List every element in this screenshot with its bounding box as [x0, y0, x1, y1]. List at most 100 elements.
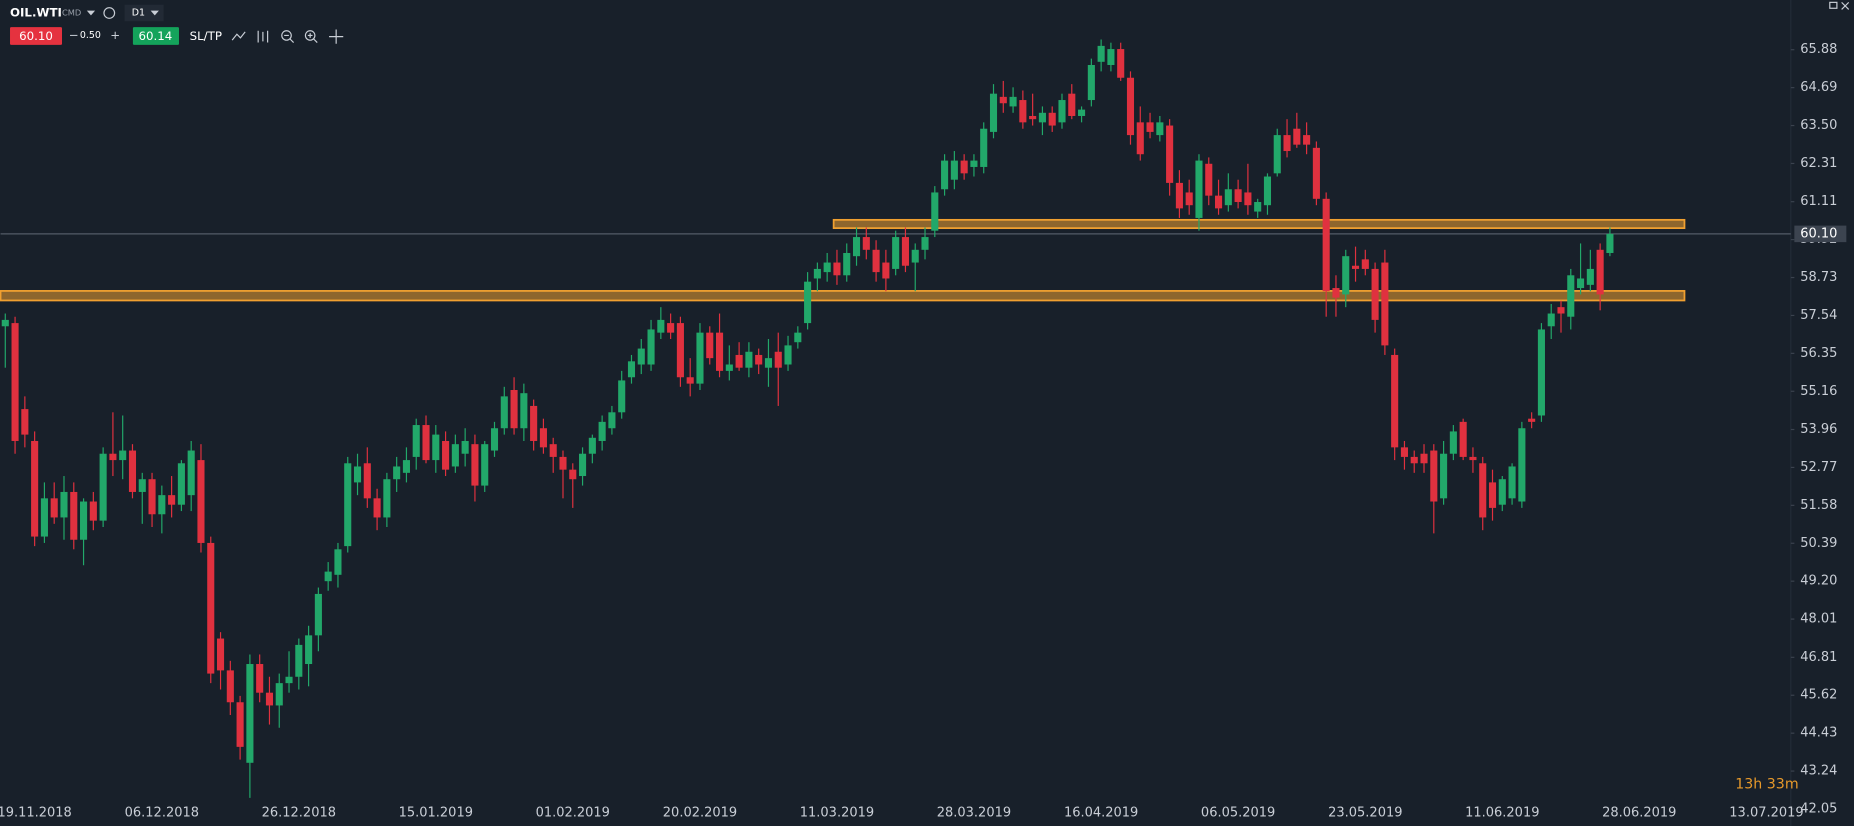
candle-body [1547, 313, 1555, 327]
x-tick-label: 28.03.2019 [937, 806, 1011, 821]
candle-body [295, 644, 303, 677]
candle-body [1263, 176, 1272, 206]
candle-body [1528, 418, 1536, 422]
y-tick-label: 65.88 [1800, 42, 1837, 57]
candle-body [1312, 147, 1320, 199]
candle-body [608, 412, 616, 429]
candle-body [99, 453, 107, 521]
candle-body [1, 319, 9, 327]
candle-body [941, 160, 949, 190]
zoom-out-icon[interactable] [281, 30, 292, 41]
candle-body [216, 638, 225, 671]
dropdown-arrow[interactable] [150, 10, 159, 16]
x-tick-label: 11.03.2019 [800, 806, 874, 821]
candle-body [794, 332, 802, 343]
candle-body [980, 128, 988, 167]
candle-body [833, 262, 841, 276]
symbol[interactable]: OIL.WTI [10, 5, 62, 19]
candle-body [1322, 198, 1330, 292]
candle-body [207, 542, 215, 674]
y-tick-label: 57.54 [1800, 308, 1837, 323]
candle-body [11, 323, 19, 441]
y-tick-label: 55.16 [1800, 384, 1837, 399]
line-tool-icon[interactable] [231, 31, 246, 41]
y-tick-label: 64.69 [1800, 80, 1837, 95]
candle-body [549, 444, 557, 457]
candle-body [265, 692, 274, 706]
candle-body [637, 348, 645, 365]
buy-price[interactable]: 60.14 [138, 29, 172, 43]
volume-minus[interactable]: − [69, 28, 79, 42]
candle-body [353, 466, 362, 483]
candle-body [1166, 125, 1174, 183]
sltp-button[interactable]: SL/TP [190, 29, 222, 43]
candle-body [471, 444, 479, 486]
candle-body [344, 463, 352, 547]
candle-body [373, 498, 381, 518]
candle-body [1488, 482, 1497, 508]
y-tick-label: 52.77 [1800, 460, 1837, 475]
candle-body [667, 323, 675, 333]
candle-body [1303, 135, 1311, 145]
timeframe[interactable]: D1 [132, 7, 145, 18]
candle-body [1038, 112, 1046, 123]
zoom-in-icon[interactable] [304, 30, 316, 41]
candle-body [1009, 96, 1017, 107]
timeframe-box[interactable] [124, 4, 164, 22]
candle-body [1293, 128, 1301, 145]
indicator-icon[interactable] [257, 30, 269, 43]
candle-body [676, 323, 684, 378]
sell-button[interactable] [10, 27, 63, 45]
candle-body [334, 549, 342, 575]
x-tick-label: 06.05.2019 [1201, 806, 1275, 821]
candle-body [168, 495, 176, 505]
candle-body [520, 393, 528, 429]
candle-body [588, 437, 596, 454]
candle-body [60, 491, 68, 518]
y-tick-label: 58.73 [1800, 270, 1837, 285]
candle-body [569, 469, 577, 480]
sell-price[interactable]: 60.10 [19, 29, 53, 43]
y-tick-label: 61.11 [1800, 194, 1837, 209]
crosshair-icon[interactable] [329, 29, 344, 44]
market: CMD [62, 7, 81, 17]
dropdown-arrow[interactable] [86, 10, 96, 16]
candle-body [1136, 122, 1144, 155]
candle-body [892, 237, 900, 269]
candle-body [1175, 182, 1183, 209]
volume-plus[interactable]: + [110, 28, 120, 42]
candle-body [647, 329, 655, 365]
y-tick-label: 56.35 [1800, 346, 1837, 361]
candle-body [530, 405, 538, 441]
candle-body [305, 635, 313, 665]
window-restore-icon[interactable] [1829, 1, 1838, 9]
candle-body [393, 466, 401, 480]
zoom-in-glyph [307, 33, 318, 43]
candle-body [481, 444, 489, 486]
candle-body [1215, 195, 1223, 209]
candle-body [177, 463, 185, 505]
candle-body [1606, 233, 1614, 253]
candle-body [657, 319, 665, 333]
close-icon[interactable] [1841, 1, 1850, 10]
candle-body [412, 425, 420, 457]
x-tick-label: 15.01.2019 [399, 806, 473, 821]
candle-body [1400, 447, 1408, 457]
candle-body [970, 160, 978, 167]
volume[interactable]: 0.50 [80, 30, 101, 41]
candle-body [735, 354, 743, 368]
buy-button[interactable] [132, 27, 179, 45]
candle-body [432, 434, 440, 461]
candle-body [1244, 192, 1252, 206]
candle-body [442, 440, 450, 470]
info-icon[interactable] [103, 7, 116, 19]
candle-body [510, 389, 518, 429]
candle-body [813, 268, 821, 279]
candle-body [1019, 100, 1027, 123]
candle-body [706, 332, 714, 359]
y-tick-label: 63.50 [1800, 118, 1837, 133]
candle-body [275, 683, 283, 706]
candle-body [226, 670, 234, 703]
candle-body [1283, 135, 1291, 152]
y-tick-label: 62.31 [1800, 156, 1837, 171]
